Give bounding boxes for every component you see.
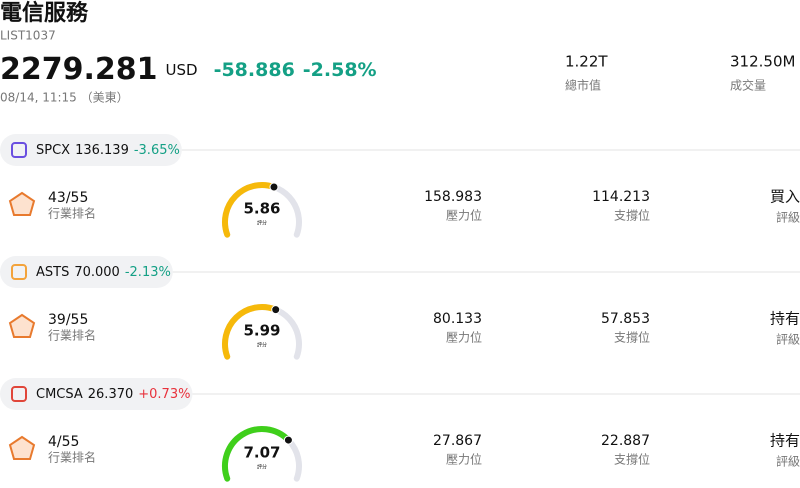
title: 電信服務 [0, 0, 89, 26]
score-label: 評分 [257, 220, 267, 227]
price-line: 2279.281 USD -58.886 -2.58% [0, 52, 377, 87]
stat-label: 成交量 [730, 78, 766, 93]
gauge-arc [222, 182, 277, 238]
resistance-label: 壓力位 [446, 330, 482, 345]
ticker-line: SPCX 136.139 -3.65% [36, 143, 180, 158]
currency: USD [166, 61, 198, 79]
change-pct: -2.58% [303, 59, 377, 81]
support-label: 支撐位 [614, 452, 650, 467]
ticker-pill [0, 134, 182, 166]
support: 114.213 [592, 189, 650, 205]
stat-label: 總市值 [565, 78, 601, 93]
change: -58.886 [214, 59, 295, 81]
ticker-line: CMCSA 26.370 +0.73% [36, 387, 190, 402]
rank-icon [8, 191, 36, 216]
rank: 39/55 [48, 312, 88, 328]
resistance: 158.983 [424, 189, 482, 205]
stat-value: 1.22T [565, 53, 608, 71]
ticker-pill [0, 256, 173, 288]
change: -2.13% [125, 265, 171, 280]
gauge-knob [283, 435, 293, 445]
support-label: 支撐位 [614, 208, 650, 223]
rating-label: 評級 [776, 454, 800, 469]
logo [11, 386, 27, 402]
ticker: ASTS [36, 265, 69, 280]
support-label: 支撐位 [614, 330, 650, 345]
rank-label: 行業排名 [48, 206, 96, 221]
logo [11, 142, 27, 158]
price: 136.139 [75, 143, 129, 158]
resistance: 27.867 [433, 433, 482, 449]
rank-icon [8, 313, 36, 338]
stat-value: 312.50M [730, 53, 795, 71]
rating: 持有 [770, 310, 800, 328]
change: -3.65% [134, 143, 180, 158]
price: 70.000 [74, 265, 120, 280]
rating: 買入 [770, 188, 800, 206]
rank-label: 行業排名 [48, 450, 96, 465]
ticker-line: ASTS 70.000 -2.13% [36, 265, 171, 280]
score: 5.86 [243, 200, 280, 218]
gauge-knob [269, 182, 279, 192]
rank: 4/55 [48, 434, 79, 450]
support: 22.887 [601, 433, 650, 449]
rank: 43/55 [48, 190, 88, 206]
rating-label: 評級 [776, 210, 800, 225]
gauge-knob [271, 305, 281, 315]
ticker: CMCSA [36, 387, 83, 402]
code: LIST1037 [0, 29, 56, 43]
support: 57.853 [601, 311, 650, 327]
rating: 持有 [770, 432, 800, 450]
rank-icon [8, 435, 36, 460]
change: +0.73% [138, 387, 190, 402]
resistance-label: 壓力位 [446, 452, 482, 467]
score: 5.99 [243, 322, 280, 340]
score-label: 評分 [257, 464, 267, 471]
gauge-arc [222, 426, 292, 482]
resistance: 80.133 [433, 311, 482, 327]
time: 08/14, 11:15 （美東） [0, 91, 129, 105]
rating-label: 評級 [776, 332, 800, 347]
resistance-label: 壓力位 [446, 208, 482, 223]
ticker-pill [0, 378, 193, 410]
price: 2279.281 [0, 52, 158, 87]
logo [11, 264, 27, 280]
gauge-arc [222, 304, 279, 360]
price: 26.370 [88, 387, 134, 402]
score-label: 評分 [257, 342, 267, 349]
ticker: SPCX [36, 143, 70, 158]
rank-label: 行業排名 [48, 328, 96, 343]
score: 7.07 [243, 444, 280, 462]
